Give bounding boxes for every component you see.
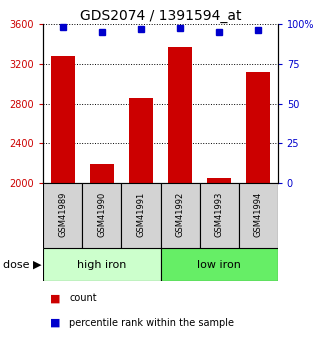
Text: percentile rank within the sample: percentile rank within the sample — [69, 318, 234, 327]
Bar — [43, 248, 160, 281]
Text: ■: ■ — [50, 318, 60, 327]
Bar — [247, 72, 270, 183]
Bar — [160, 248, 278, 281]
Text: high iron: high iron — [77, 260, 126, 270]
Bar — [200, 183, 239, 248]
Text: low iron: low iron — [197, 260, 241, 270]
Bar — [43, 183, 82, 248]
Text: GSM41993: GSM41993 — [214, 191, 224, 237]
Text: ■: ■ — [50, 294, 60, 303]
Text: dose ▶: dose ▶ — [3, 260, 42, 270]
Bar — [129, 98, 153, 183]
Bar — [51, 56, 74, 183]
Title: GDS2074 / 1391594_at: GDS2074 / 1391594_at — [80, 9, 241, 23]
Text: GSM41992: GSM41992 — [176, 192, 185, 237]
Text: GSM41991: GSM41991 — [136, 192, 145, 237]
Bar — [168, 47, 192, 183]
Bar — [160, 183, 200, 248]
Text: count: count — [69, 294, 97, 303]
Bar — [121, 183, 160, 248]
Bar — [207, 178, 231, 183]
Bar — [239, 183, 278, 248]
Text: GSM41994: GSM41994 — [254, 192, 263, 237]
Text: GSM41989: GSM41989 — [58, 191, 67, 237]
Text: GSM41990: GSM41990 — [97, 192, 107, 237]
Bar — [90, 164, 114, 183]
Bar — [82, 183, 121, 248]
